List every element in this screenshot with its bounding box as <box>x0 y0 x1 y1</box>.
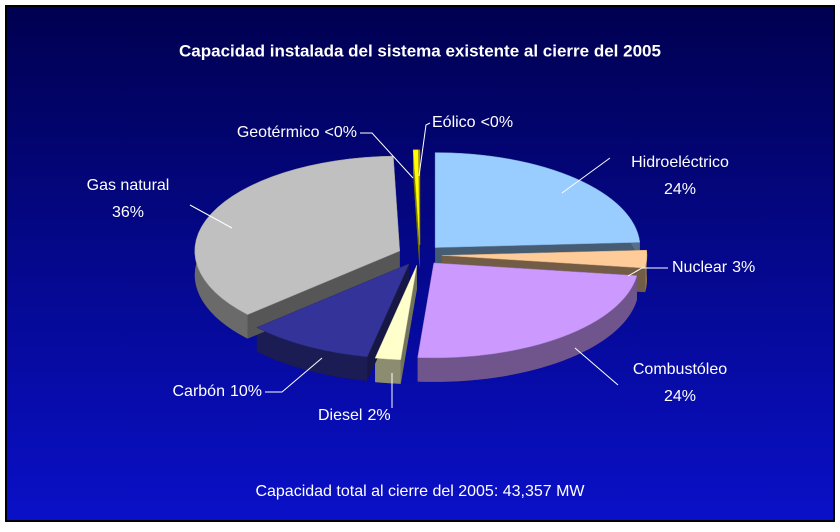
value-label: <0% <box>325 124 357 141</box>
slice <box>434 152 641 248</box>
value-label: 24% <box>664 388 696 405</box>
data-label: Nuclear 3% <box>672 259 755 276</box>
footnote: Capacidad total al cierre del 2005: 43,3… <box>255 483 585 500</box>
slice-wall <box>413 149 420 269</box>
value-label: 24% <box>664 181 696 198</box>
pie <box>194 149 648 384</box>
slice-side <box>417 275 637 382</box>
category-label: Carbón <box>172 383 224 400</box>
slice-side <box>645 250 647 293</box>
leader-line <box>265 357 323 393</box>
leader-line <box>627 267 668 277</box>
value-label: 3% <box>732 259 755 276</box>
data-label: Geotérmico <0% <box>237 124 357 141</box>
category-label: Hidroeléctrico <box>631 154 729 171</box>
slice-side <box>256 327 368 381</box>
leader-line <box>418 122 431 177</box>
leader-line <box>189 204 233 229</box>
value-label: <0% <box>481 114 513 131</box>
value-label: 10% <box>230 383 262 400</box>
value-label: 36% <box>112 204 144 221</box>
category-label: Geotérmico <box>237 124 320 141</box>
category-label: Nuclear <box>672 259 728 276</box>
slice <box>256 263 410 358</box>
leader-line <box>574 347 619 386</box>
slice-side <box>375 358 401 384</box>
leader-line <box>561 157 611 194</box>
data-label: Eólico <0% <box>432 114 513 131</box>
data-label: Diesel 2% <box>318 407 391 424</box>
category-label: Gas natural <box>87 177 170 194</box>
leader-line <box>360 132 414 179</box>
value-label: 2% <box>367 407 390 424</box>
category-label: Diesel <box>318 407 362 424</box>
labels: Hidroeléctrico 24% Nuclear 3% Combustóleo 24%… <box>87 114 756 424</box>
slice <box>194 155 401 315</box>
category-label: Combustóleo <box>633 361 727 378</box>
slice <box>417 262 638 359</box>
category-label: Eólico <box>432 114 476 131</box>
slice <box>374 264 418 361</box>
background <box>5 5 835 522</box>
slice-wall <box>367 263 410 381</box>
chart-title: Capacidad instalada del sistema existent… <box>179 41 661 60</box>
slice <box>412 149 420 245</box>
data-label: Carbón 10% <box>172 383 262 400</box>
